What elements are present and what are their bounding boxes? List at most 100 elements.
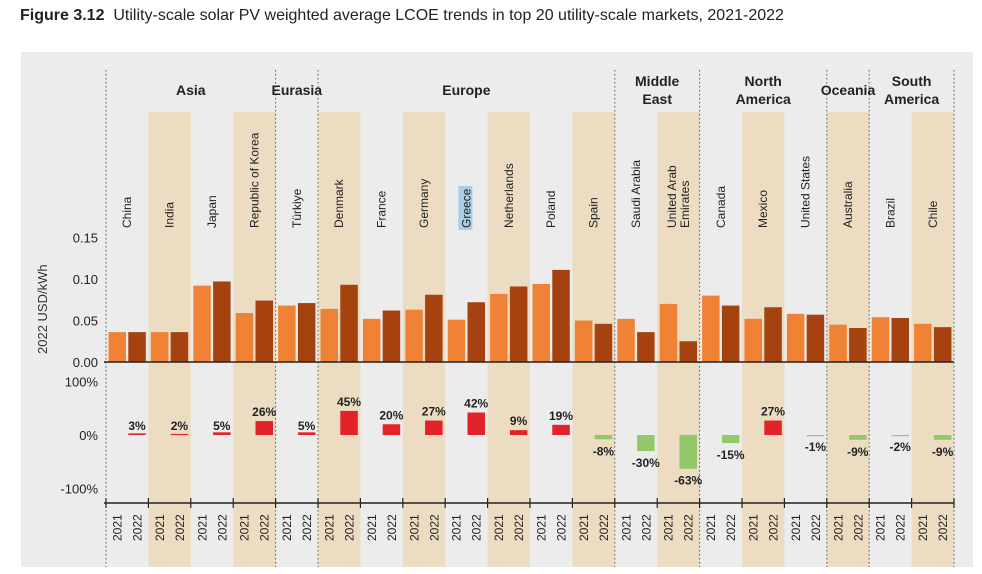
country-label: Saudi Arabia [629, 160, 643, 228]
lcoe-bar [193, 285, 211, 362]
country-label: Canada [714, 186, 728, 228]
change-label: 3% [128, 419, 146, 433]
chart-labels: Asia Eurasia Europe Middle East North America O… [35, 73, 954, 541]
change-label: 5% [298, 419, 316, 433]
change-label: 5% [213, 419, 231, 433]
lcoe-bar [552, 269, 570, 362]
y-tick-label: 0.00 [73, 355, 98, 370]
lcoe-bar [914, 323, 932, 362]
change-label: 27% [422, 405, 446, 419]
lcoe-bar [320, 308, 338, 362]
year-label: 2021 [195, 514, 209, 541]
change-bar [255, 421, 273, 435]
highlight-marker [458, 186, 473, 230]
lcoe-bar [849, 327, 867, 362]
change-label: 9% [510, 414, 528, 428]
year-label: 2021 [831, 514, 845, 541]
country-label: Greece [459, 188, 473, 228]
region-label: East [642, 91, 672, 107]
country-label: Germany [417, 179, 431, 228]
country-label: Poland [544, 191, 558, 228]
change-label: 42% [464, 397, 488, 411]
region-label: Oceania [821, 82, 876, 98]
region-label: Asia [176, 82, 206, 98]
year-label: 2021 [535, 514, 549, 541]
region-label: America [884, 91, 939, 107]
lcoe-bar [425, 294, 443, 362]
country-label: Brazil [883, 198, 897, 228]
lcoe-bar [128, 332, 146, 362]
change-label: -30% [632, 456, 660, 470]
lcoe-bar [702, 295, 720, 362]
change-label: 26% [252, 405, 276, 419]
figure-title: Figure 3.12 Utility-scale solar PV weigh… [20, 7, 784, 25]
change-bar [509, 430, 528, 435]
change-label: 2% [171, 419, 189, 433]
lcoe-bar [721, 305, 740, 362]
y-axis-title: 2022 USD/kWh [35, 264, 50, 354]
year-label: 2021 [747, 514, 761, 541]
country-label: Netherlands [502, 163, 516, 228]
lcoe-bar [764, 307, 782, 362]
year-label: 2022 [385, 514, 399, 541]
region-label: America [736, 91, 791, 107]
change-bar [128, 433, 146, 435]
change-label: 20% [379, 408, 403, 422]
lcoe-bar [532, 283, 550, 362]
year-label: 2021 [238, 514, 252, 541]
lcoe-bar [659, 303, 678, 362]
lcoe-bar [467, 302, 485, 362]
change-label: -9% [932, 445, 954, 459]
change-bar [764, 420, 782, 435]
lcoe-bar [108, 332, 126, 362]
change-bar [891, 435, 909, 437]
change-label: -1% [805, 440, 827, 454]
year-label: 2021 [280, 514, 294, 541]
country-label: United States [799, 156, 813, 228]
lcoe-bar [255, 300, 273, 362]
year-label: 2022 [470, 514, 484, 541]
year-label: 2021 [619, 514, 633, 541]
lcoe-bar [340, 284, 358, 362]
country-label: India [163, 202, 177, 228]
year-label: 2022 [682, 514, 696, 541]
pct-tick-label: 0% [79, 428, 98, 443]
change-bar [679, 435, 697, 469]
change-label: 27% [761, 405, 785, 419]
year-label: 2021 [704, 514, 718, 541]
lcoe-bar [447, 319, 466, 362]
lcoe-bar [744, 318, 762, 362]
lcoe-bar [278, 305, 296, 362]
y-tick-label: 0.15 [73, 231, 98, 246]
y-tick-label: 0.10 [73, 272, 98, 287]
country-label: Denmark [332, 178, 346, 228]
lcoe-bar [574, 320, 593, 362]
change-bars [128, 410, 952, 469]
change-bar [425, 420, 443, 435]
change-label: -8% [593, 444, 615, 458]
change-bar [552, 424, 570, 435]
change-label: -63% [674, 474, 702, 488]
year-label: 2022 [343, 514, 357, 541]
lcoe-bar [679, 341, 697, 362]
figure-caption: Utility-scale solar PV weighted average … [113, 7, 784, 24]
year-label: 2021 [789, 514, 803, 541]
lcoe-bar [891, 318, 909, 362]
year-label: 2022 [724, 514, 738, 541]
year-label: 2021 [407, 514, 421, 541]
year-label: 2022 [894, 514, 908, 541]
year-label: 2022 [131, 514, 145, 541]
year-label: 2022 [300, 514, 314, 541]
country-label: Mexico [756, 190, 770, 228]
change-bar [721, 435, 740, 444]
change-bar [340, 410, 358, 435]
lcoe-bar [490, 293, 508, 362]
country-label: Emirates [678, 181, 692, 228]
pct-tick-label: -100% [60, 482, 98, 497]
year-label: 2021 [323, 514, 337, 541]
region-label: Middle [635, 73, 680, 89]
year-label: 2022 [173, 514, 187, 541]
lcoe-bar [150, 332, 169, 362]
country-label: Chile [926, 200, 940, 228]
